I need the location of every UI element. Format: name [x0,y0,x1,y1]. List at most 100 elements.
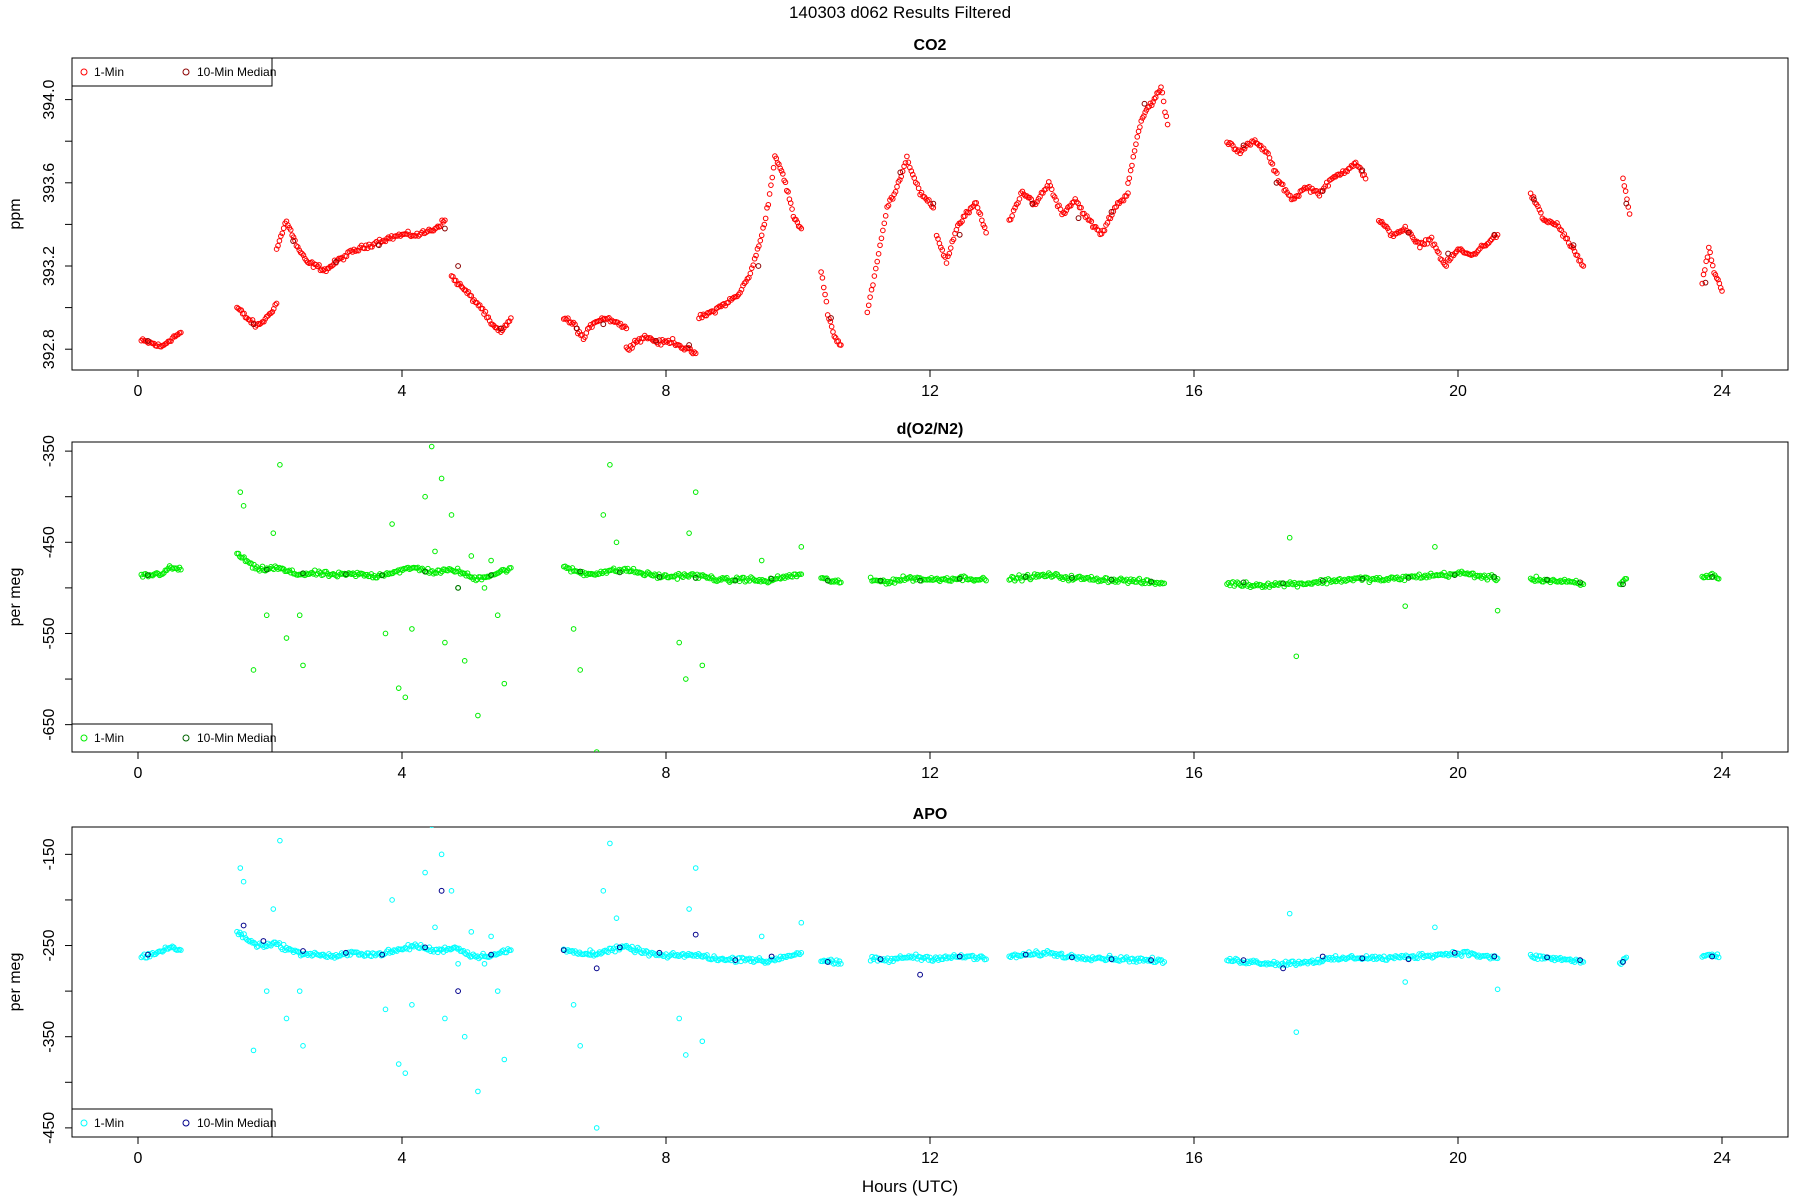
1-min-point [1442,261,1448,268]
1-min-point [674,576,681,582]
10-min-median-point [1022,951,1029,958]
1-min-outlier-point [1293,653,1300,660]
1-min-point [272,302,278,308]
1-min-point [888,194,895,201]
1-min-point [276,238,283,244]
1-min-outlier-point [402,694,409,701]
1-min-point [881,220,888,227]
1-min-point [1315,956,1321,963]
1-min-point [506,318,513,324]
1-min-point [939,247,946,253]
1-min-outlier-point [613,915,620,921]
1-min-outlier-point [442,639,448,646]
1-min-point [316,262,322,268]
10-min-median-point [1702,279,1709,286]
1-min-outlier-point [296,988,303,994]
1-min-point [1092,224,1099,230]
1-min-outlier-point [432,548,438,555]
1-min-outlier-point [488,933,494,940]
10-min-median-point [488,572,495,579]
1-min-point [1068,202,1074,209]
1-min-point [699,572,706,578]
1-min-outlier-point [250,1047,257,1054]
1-min-point [1259,584,1265,591]
10-min-median-point [422,568,429,575]
10-min-median-point [828,315,834,321]
panel-1: d(O2/N2) per meg 0 4 8 12 16 20 24 -350 -450 -550 -6… [7,421,1789,782]
legend: 1-Min 10-Min Median [71,723,276,753]
10-min-median-point [240,922,247,929]
1-min-point [1626,211,1633,217]
1-min-outlier-point [600,888,607,894]
1-min-point [827,318,834,325]
1-min-point [1131,148,1138,154]
1-min-point [1252,137,1258,143]
1-min-point [797,224,803,230]
y-axis-title: ppm [7,198,24,229]
1-min-point [981,224,988,231]
1-min-point [1160,98,1167,105]
1-min-point [880,227,886,234]
y-tick-label: -650 [41,709,58,741]
legend-label-1-min: 1-Min [94,1116,124,1130]
1-min-point [1073,199,1080,205]
10-min-median-point [455,988,462,995]
1-min-point [867,294,873,300]
1-min-point [1621,183,1628,189]
1-min-point [1378,218,1385,225]
1-min-point [471,952,478,959]
1-min-outlier-point [240,503,247,509]
1-min-point [797,951,803,958]
1-min-point [1480,573,1486,580]
10-min-median-point [1451,572,1458,579]
1-min-point [456,945,462,952]
1-min-point [1325,183,1331,189]
1-min-point [1537,953,1544,959]
10-min-median-point [145,572,151,579]
1-min-point [1706,244,1712,251]
1-min-point [691,349,698,355]
1-min-point [1019,188,1026,195]
1-min-point [1268,159,1274,166]
1-min-point [1269,161,1276,167]
x-tick-label: 16 [1185,765,1203,782]
1-min-point [978,953,985,960]
1-min-point [461,950,468,956]
1-min-point [1151,95,1158,102]
1-min-point [292,947,298,954]
1-min-point [454,565,461,572]
1-min-point [300,252,307,259]
1-min-point [1475,247,1482,253]
1-min-point [1623,954,1630,961]
1-min-point [691,953,698,959]
1-min-point [1063,207,1070,214]
10-min-median-point [1491,231,1498,238]
10-min-median-point [1445,250,1451,257]
x-tick-label: 4 [398,383,407,400]
1-min-point [508,315,514,321]
1-min-point [1088,218,1095,225]
10-min-median-point [455,584,462,591]
1-min-point [1555,223,1562,230]
1-min-point [489,321,496,328]
1-min-outlier-point [422,493,428,500]
1-min-point [838,342,844,348]
1-min-point [776,956,782,963]
1-min-point [701,952,707,959]
1-min-outlier-point [468,929,475,935]
1-min-point [269,309,276,315]
10-min-median-point [1359,575,1366,582]
1-min-point [1535,203,1541,210]
1-min-point [610,565,617,572]
1-min-point [981,576,988,582]
1-min-point [389,570,396,577]
1-min-point [1719,288,1725,294]
10-min-median-point [897,169,904,176]
1-min-point [1579,262,1585,268]
1-min-point [386,950,393,956]
10-min-median-point [732,577,739,584]
1-min-point [741,280,748,287]
1-min-point [1062,210,1068,217]
figure-title: 140303 d062 Results Filtered [789,3,1011,22]
1-min-point [598,950,604,957]
